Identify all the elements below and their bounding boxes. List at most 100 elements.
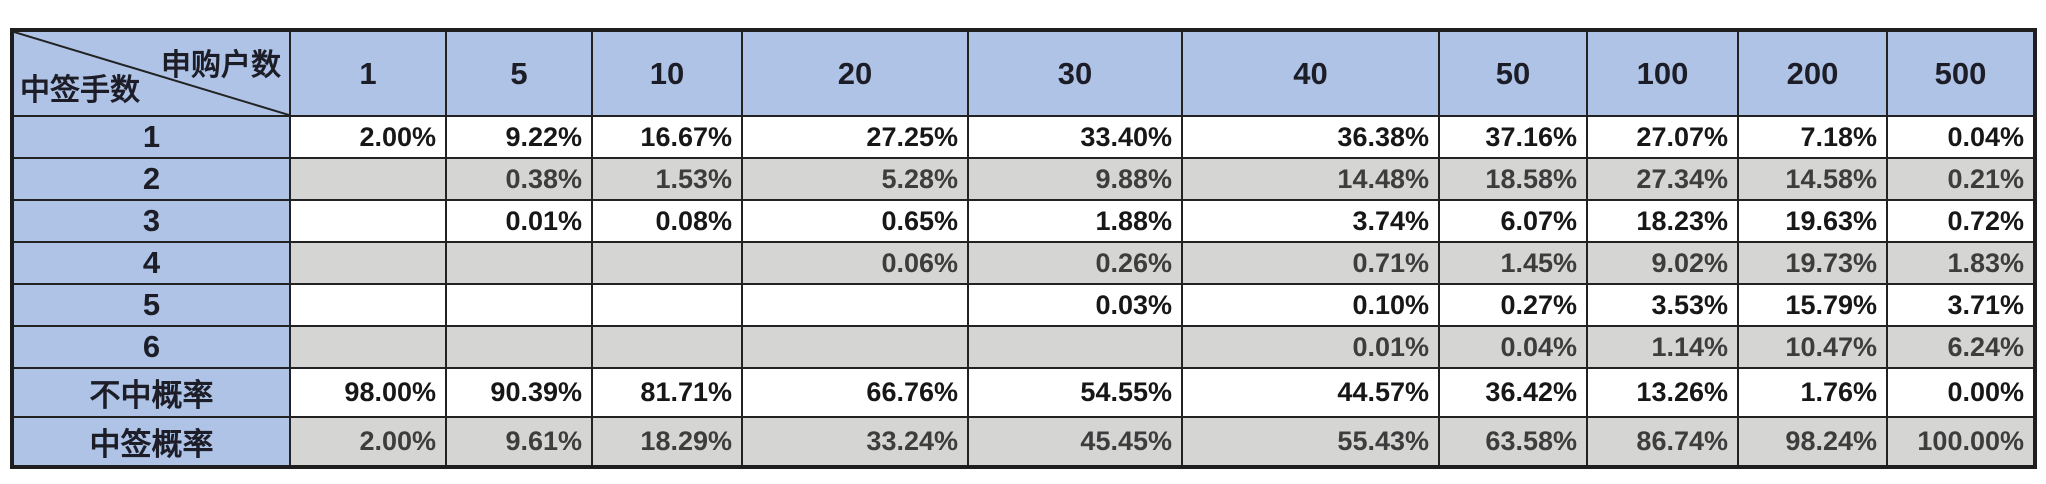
table-cell: 15.79% bbox=[1737, 283, 1888, 327]
table-cell: 6.24% bbox=[1886, 325, 2036, 369]
table-row: 3 0.01% 0.08% 0.65% 1.88% 3.74% 6.07% 18.23% 19.… bbox=[11, 199, 2036, 243]
table-cell: 3.53% bbox=[1586, 283, 1739, 327]
table-row: 不中概率 98.00% 90.39% 81.71% 66.76% 54.55% 44.57%… bbox=[11, 367, 2036, 418]
table-cell bbox=[445, 283, 593, 327]
table-cell: 66.76% bbox=[741, 367, 969, 418]
table-row: 中签概率 2.00% 9.61% 18.29% 33.24% 45.45% 55.43% 63… bbox=[11, 416, 2036, 468]
table-cell: 63.58% bbox=[1438, 416, 1588, 468]
table-cell: 36.42% bbox=[1438, 367, 1588, 418]
table-cell: 16.67% bbox=[591, 115, 743, 159]
table-cell: 0.03% bbox=[967, 283, 1183, 327]
table-cell bbox=[289, 157, 447, 201]
column-header: 200 bbox=[1737, 29, 1888, 117]
table-cell: 19.63% bbox=[1737, 199, 1888, 243]
table-cell bbox=[591, 241, 743, 285]
table-cell: 0.65% bbox=[741, 199, 969, 243]
table-cell: 3.71% bbox=[1886, 283, 2036, 327]
table-cell: 14.48% bbox=[1181, 157, 1440, 201]
table-cell: 44.57% bbox=[1181, 367, 1440, 418]
table-cell: 0.00% bbox=[1886, 367, 2036, 418]
table-cell: 0.38% bbox=[445, 157, 593, 201]
row-label: 1 bbox=[11, 115, 291, 159]
corner-label-columns: 申购户数 bbox=[161, 49, 281, 82]
table-cell bbox=[591, 283, 743, 327]
table-cell: 27.34% bbox=[1586, 157, 1739, 201]
table-cell: 1.88% bbox=[967, 199, 1183, 243]
column-header: 50 bbox=[1438, 29, 1588, 117]
table-body: 1 2.00% 9.22% 16.67% 27.25% 33.40% 36.38% 37.16… bbox=[11, 115, 2036, 468]
table-cell: 1.14% bbox=[1586, 325, 1739, 369]
table-cell: 81.71% bbox=[591, 367, 743, 418]
lottery-probability-table: 申购户数 中签手数 1 5 10 20 30 40 50 100 200 500 1 2.00% 9.… bbox=[10, 28, 2037, 469]
table-cell: 55.43% bbox=[1181, 416, 1440, 468]
table-cell bbox=[741, 283, 969, 327]
table-cell: 33.24% bbox=[741, 416, 969, 468]
diagonal-divider-line bbox=[14, 32, 289, 115]
table-cell: 9.61% bbox=[445, 416, 593, 468]
table-cell: 9.02% bbox=[1586, 241, 1739, 285]
row-label: 不中概率 bbox=[11, 367, 291, 418]
table-cell: 0.72% bbox=[1886, 199, 2036, 243]
table-cell: 0.71% bbox=[1181, 241, 1440, 285]
table-cell: 0.01% bbox=[445, 199, 593, 243]
table-cell: 9.22% bbox=[445, 115, 593, 159]
table-cell bbox=[289, 325, 447, 369]
table-cell: 7.18% bbox=[1737, 115, 1888, 159]
table-cell: 37.16% bbox=[1438, 115, 1588, 159]
table-cell: 14.58% bbox=[1737, 157, 1888, 201]
table-cell: 0.27% bbox=[1438, 283, 1588, 327]
column-header: 1 bbox=[289, 29, 447, 117]
table-cell: 54.55% bbox=[967, 367, 1183, 418]
table-cell: 45.45% bbox=[967, 416, 1183, 468]
table-row: 4 0.06% 0.26% 0.71% 1.45% 9.02% 19.73% 1.83% bbox=[11, 241, 2036, 285]
table-cell: 27.25% bbox=[741, 115, 969, 159]
column-header: 500 bbox=[1886, 29, 2036, 117]
table-cell: 0.08% bbox=[591, 199, 743, 243]
table-cell: 18.58% bbox=[1438, 157, 1588, 201]
table-cell bbox=[289, 241, 447, 285]
table-cell bbox=[289, 283, 447, 327]
table-cell: 0.04% bbox=[1438, 325, 1588, 369]
corner-label-rows: 中签手数 bbox=[20, 74, 140, 107]
row-label: 6 bbox=[11, 325, 291, 369]
table-cell: 0.10% bbox=[1181, 283, 1440, 327]
row-label: 3 bbox=[11, 199, 291, 243]
table-cell: 18.23% bbox=[1586, 199, 1739, 243]
table-cell bbox=[289, 199, 447, 243]
table-cell bbox=[741, 325, 969, 369]
column-header: 20 bbox=[741, 29, 969, 117]
table-cell: 0.06% bbox=[741, 241, 969, 285]
table-cell: 86.74% bbox=[1586, 416, 1739, 468]
table-cell: 90.39% bbox=[445, 367, 593, 418]
table-row: 6 0.01% 0.04% 1.14% 10.47% 6.24% bbox=[11, 325, 2036, 369]
table-cell: 2.00% bbox=[289, 115, 447, 159]
table-cell: 6.07% bbox=[1438, 199, 1588, 243]
table-cell: 98.24% bbox=[1737, 416, 1888, 468]
table-cell: 1.76% bbox=[1737, 367, 1888, 418]
table-cell bbox=[445, 325, 593, 369]
table-cell: 33.40% bbox=[967, 115, 1183, 159]
table-cell: 0.04% bbox=[1886, 115, 2036, 159]
table-cell bbox=[591, 325, 743, 369]
row-label: 5 bbox=[11, 283, 291, 327]
table-cell: 19.73% bbox=[1737, 241, 1888, 285]
column-header: 40 bbox=[1181, 29, 1440, 117]
table-cell: 0.21% bbox=[1886, 157, 2036, 201]
column-header: 10 bbox=[591, 29, 743, 117]
table-cell: 1.83% bbox=[1886, 241, 2036, 285]
table-cell: 1.45% bbox=[1438, 241, 1588, 285]
table-row: 1 2.00% 9.22% 16.67% 27.25% 33.40% 36.38% 37.16… bbox=[11, 115, 2036, 159]
row-label: 2 bbox=[11, 157, 291, 201]
table-cell: 10.47% bbox=[1737, 325, 1888, 369]
table-cell: 13.26% bbox=[1586, 367, 1739, 418]
row-label: 中签概率 bbox=[11, 416, 291, 468]
table-cell: 5.28% bbox=[741, 157, 969, 201]
corner-cell: 申购户数 中签手数 bbox=[11, 29, 291, 117]
table-cell bbox=[967, 325, 1183, 369]
table-cell: 27.07% bbox=[1586, 115, 1739, 159]
column-header: 5 bbox=[445, 29, 593, 117]
table-cell: 0.01% bbox=[1181, 325, 1440, 369]
column-header: 100 bbox=[1586, 29, 1739, 117]
table-cell: 9.88% bbox=[967, 157, 1183, 201]
